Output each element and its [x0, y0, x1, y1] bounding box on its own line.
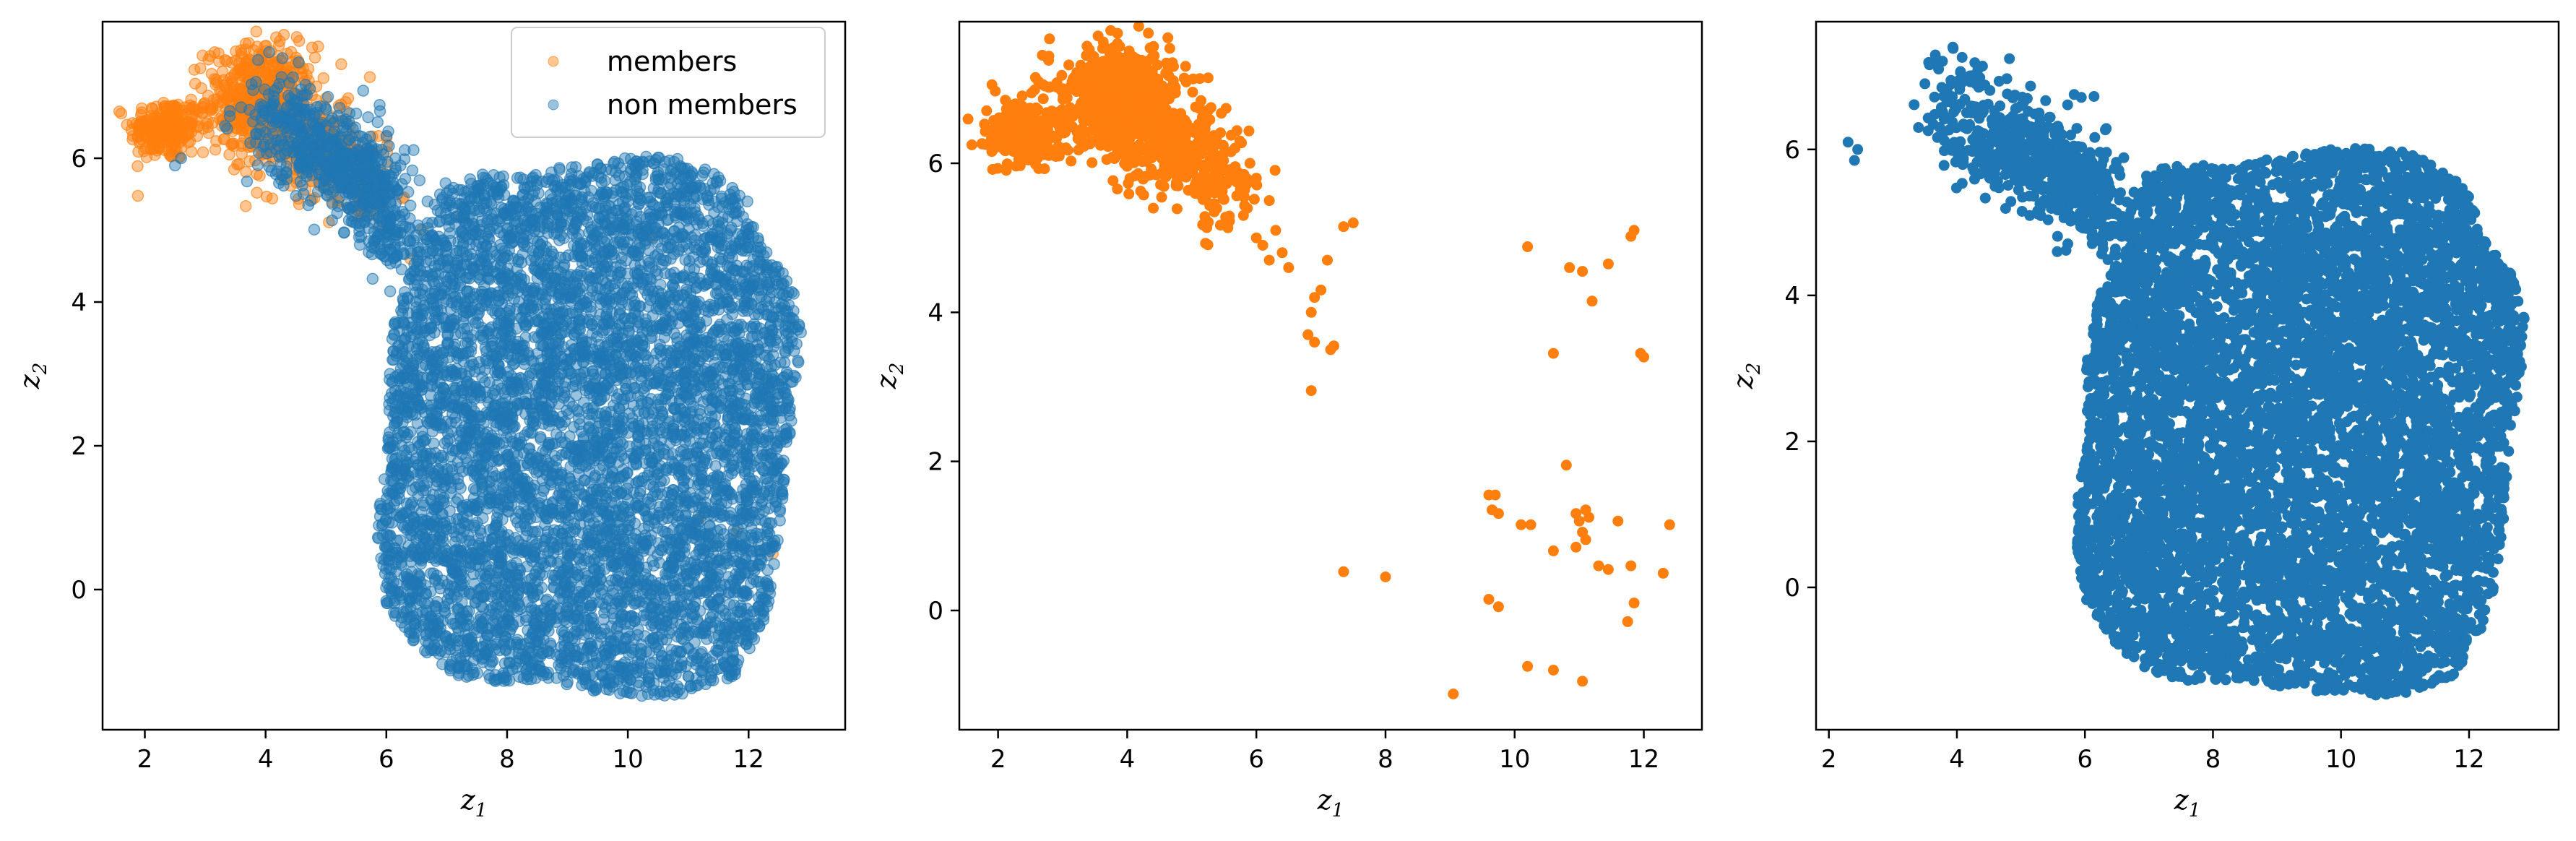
point-members	[313, 41, 324, 52]
point-members	[135, 118, 146, 129]
point-members	[190, 78, 201, 89]
point-members	[116, 108, 126, 119]
point-members	[186, 147, 197, 158]
point-members	[343, 93, 354, 104]
point-members	[262, 57, 273, 68]
point-members	[294, 35, 305, 46]
point-members	[230, 92, 241, 103]
point-members	[163, 146, 174, 157]
point-members	[241, 201, 251, 212]
point-members	[147, 103, 158, 114]
point-members	[127, 134, 138, 145]
point-members	[219, 80, 230, 91]
point-non-members	[457, 501, 468, 512]
point-members	[365, 72, 376, 82]
point-members	[186, 119, 196, 130]
point-members	[310, 52, 321, 63]
point-non-members	[779, 358, 790, 368]
point-members	[160, 112, 171, 123]
point-members	[222, 56, 233, 66]
point-members	[251, 187, 262, 198]
point-members	[202, 118, 212, 129]
point-non-members	[405, 499, 416, 510]
point-members	[210, 145, 221, 155]
point-members	[164, 101, 175, 112]
point-members	[186, 94, 196, 105]
point-members	[251, 26, 262, 37]
point-members	[132, 161, 143, 172]
point-members	[336, 59, 347, 69]
point-members	[133, 147, 144, 158]
point-non-members	[438, 543, 449, 553]
point-members	[228, 138, 239, 149]
point-members	[229, 164, 240, 175]
point-members	[198, 147, 209, 158]
point-members	[132, 191, 143, 202]
point-members	[198, 103, 209, 113]
point-non-members	[664, 628, 675, 639]
point-members	[174, 137, 185, 147]
point-members	[173, 118, 184, 129]
point-members	[262, 67, 272, 78]
point-members	[154, 133, 165, 144]
point-members	[189, 64, 200, 75]
point-members	[275, 35, 285, 46]
point-members	[203, 90, 214, 101]
point-members	[236, 48, 247, 59]
point-members	[203, 54, 214, 65]
point-members	[267, 193, 278, 204]
